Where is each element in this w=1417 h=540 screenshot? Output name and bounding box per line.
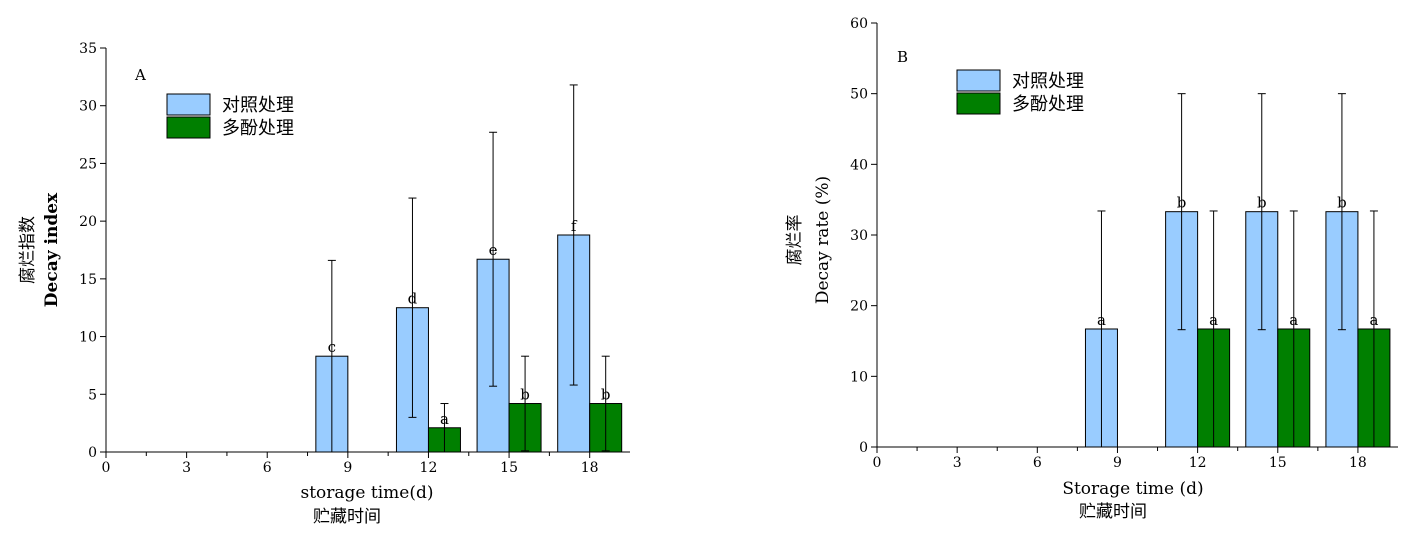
y-axis-title-cn: 腐烂率 [785, 215, 805, 266]
significance-letter: d [408, 290, 418, 308]
x-tick-label: 18 [581, 460, 599, 476]
x-tick-label: 3 [182, 460, 191, 476]
x-tick-label: 0 [873, 455, 882, 471]
x-axis-title-cn: 贮藏时间 [313, 507, 381, 527]
significance-letter: b [1257, 194, 1267, 212]
x-tick-label: 9 [343, 460, 352, 476]
x-tick-label: 6 [1033, 455, 1042, 471]
legend-swatch [166, 116, 211, 139]
significance-letter: a [440, 410, 449, 428]
y-axis-title-en: Decay rate (%) [813, 176, 833, 304]
x-tick-label: 6 [263, 460, 272, 476]
y-tick-label: 30 [79, 99, 97, 115]
significance-letter: b [520, 386, 530, 404]
x-axis-title-en: Storage time (d) [1062, 479, 1203, 499]
y-tick-label: 20 [850, 299, 868, 315]
y-tick-label: 20 [79, 214, 97, 230]
y-tick-label: 0 [859, 440, 868, 456]
legend-swatch [166, 93, 211, 116]
y-tick-label: 35 [79, 41, 97, 57]
panel-label: A [134, 66, 146, 84]
x-axis-title-cn: 贮藏时间 [1079, 502, 1147, 522]
legend-label: 对照处理 [222, 95, 294, 116]
significance-letter: b [1337, 194, 1347, 212]
y-tick-label: 50 [850, 87, 868, 103]
y-axis-title-cn: 腐烂指数 [18, 216, 38, 284]
y-tick-label: 10 [79, 330, 97, 346]
y-tick-label: 0 [88, 445, 97, 461]
significance-letter: e [489, 241, 498, 259]
y-tick-label: 40 [850, 157, 868, 173]
x-tick-label: 12 [420, 460, 438, 476]
y-tick-label: 5 [88, 387, 97, 403]
panel-label: B [897, 48, 908, 66]
y-tick-label: 10 [850, 369, 868, 385]
y-tick-label: 60 [850, 16, 868, 32]
legend-swatch [956, 92, 1001, 115]
x-tick-label: 0 [102, 460, 111, 476]
y-tick-label: 15 [79, 272, 97, 288]
y-axis-title-en: Decay index [42, 192, 62, 307]
significance-letter: a [1097, 311, 1106, 329]
significance-letter: b [601, 386, 611, 404]
x-axis-title-en: storage time(d) [301, 483, 434, 503]
y-tick-label: 30 [850, 228, 868, 244]
y-tick-label: 25 [79, 156, 97, 172]
significance-letter: f [571, 217, 578, 235]
legend-label: 多酚处理 [1012, 94, 1084, 115]
x-tick-label: 12 [1189, 455, 1207, 471]
legend-label: 多酚处理 [222, 118, 294, 139]
x-tick-label: 9 [1113, 455, 1122, 471]
significance-letter: a [1369, 311, 1378, 329]
significance-letter: a [1209, 311, 1218, 329]
x-tick-label: 15 [500, 460, 518, 476]
x-tick-label: 18 [1349, 455, 1367, 471]
x-tick-label: 15 [1269, 455, 1287, 471]
x-tick-label: 3 [953, 455, 962, 471]
significance-letter: c [328, 338, 336, 356]
legend-label: 对照处理 [1012, 71, 1084, 92]
significance-letter: b [1177, 194, 1187, 212]
legend-swatch [956, 69, 1001, 92]
significance-letter: a [1289, 311, 1298, 329]
